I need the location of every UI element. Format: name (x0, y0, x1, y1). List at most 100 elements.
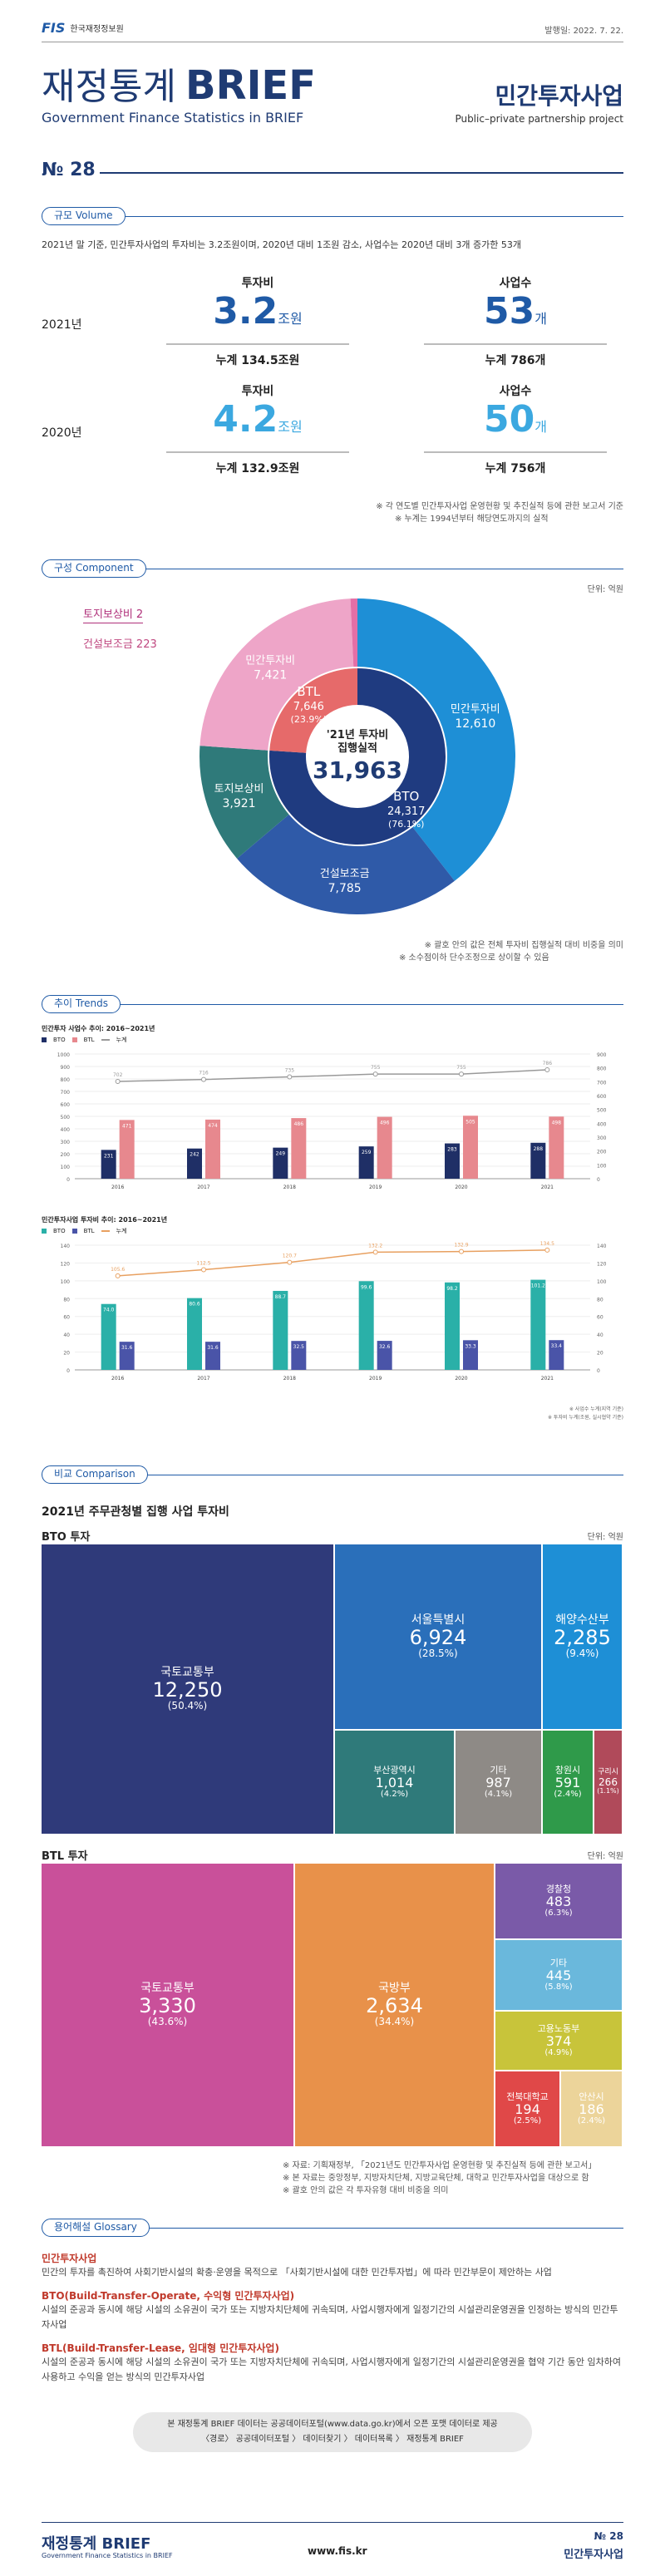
tile-pct: (34.4%) (374, 2016, 415, 2028)
tile-value: 186 (579, 2101, 604, 2117)
y-tick-right: 80 (597, 1297, 603, 1303)
tile-pct: (4.1%) (484, 1790, 513, 1800)
x-tick: 2017 (197, 1185, 209, 1190)
count-label: 사업수 (499, 277, 532, 290)
tile-value: 3,330 (139, 1993, 196, 2017)
legend-bto-swatch (42, 1037, 47, 1042)
cumulative-label: 716 (199, 1071, 209, 1076)
y-tick-left: 500 (61, 1115, 71, 1121)
comparison-note-2: ※ 본 자료는 중앙정부, 지방자치단체, 지방교육단체, 대학교 민간투자사업… (283, 2174, 589, 2183)
bar-bto (358, 1146, 374, 1179)
outer-slice-value: 7,421 (254, 669, 287, 682)
y-tick-left: 800 (61, 1077, 71, 1083)
y-tick-right: 40 (597, 1332, 603, 1338)
data-portal-box: 본 재정통계 BRIEF 데이터는 공공데이터포털(www.data.go.kr… (133, 2412, 532, 2452)
investment-divider (166, 343, 349, 345)
tile-name: 전북대학교 (506, 2091, 549, 2102)
org-logo: FIS 한국재정정보원 (42, 20, 124, 36)
tile-value: 591 (554, 1774, 581, 1790)
component-unit: 단위: 억원 (587, 585, 623, 594)
footer-issue: № 28 (594, 2530, 623, 2542)
tile-name: 국방부 (378, 1981, 411, 1995)
component-note-1: ※ 괄호 안의 값은 전체 투자비 집행실적 대비 비중을 의미 (424, 941, 623, 950)
bar-label: 505 (466, 1119, 475, 1125)
outer-slice (350, 598, 357, 667)
tile-pct: (2.4%) (554, 1790, 582, 1800)
bar-bto (530, 1142, 546, 1179)
tile-value: 445 (545, 1967, 572, 1983)
legend-btl-swatch (71, 1037, 77, 1042)
tile-value: 1,014 (375, 1774, 414, 1790)
legend-cum: 누계 (116, 1037, 127, 1043)
outer-slice-name: 민간투자비 (245, 655, 295, 667)
cumulative-point (459, 1071, 464, 1077)
tile-value: 2,285 (554, 1625, 611, 1649)
inner-slice-name: BTL (297, 684, 320, 699)
comparison-note-3: ※ 괄호 안의 값은 각 투자유형 대비 비중을 의미 (283, 2186, 449, 2195)
tile-pct: (1.1%) (597, 1787, 619, 1795)
tile-name: 국토교통부 (140, 1981, 195, 1995)
treemap-tile: 국방부 2,634 (34.4%) (295, 1864, 494, 2146)
cumulative-point (115, 1079, 121, 1084)
cumulative-point (544, 1067, 550, 1072)
footer-url[interactable]: www.fis.kr (308, 2545, 367, 2557)
treemap-tile: 구리시 266 (1.1%) (594, 1731, 622, 1834)
inner-slice-name: BTO (393, 789, 419, 804)
cumulative-point (459, 1249, 464, 1254)
inner-slice (269, 668, 446, 845)
bar-btl (463, 1116, 478, 1179)
cumulative-label: 105.6 (111, 1267, 125, 1273)
cumulative-label: 134.5 (540, 1241, 554, 1247)
glossary: 민간투자사업 민간의 투자를 촉진하여 사회기반시설의 확충·운영을 목적으로 … (42, 2251, 623, 2385)
x-tick: 2019 (369, 1185, 382, 1190)
callout-land-compensation: 토지보상비 2 (83, 605, 144, 623)
bar-label: 31.6 (207, 1345, 219, 1351)
cumulative-point (201, 1076, 206, 1082)
glossary-item: BTO(Build-Transfer-Operate, 수익형 민간투자사업) … (42, 2288, 623, 2332)
bar-bto (445, 1143, 460, 1179)
legend-btl: BTL (83, 1228, 95, 1234)
tile-value: 483 (545, 1893, 572, 1909)
tile-pct: (2.4%) (577, 2116, 606, 2126)
bar-btl (205, 1119, 220, 1179)
topic-title: 민간투자사업 (495, 82, 623, 110)
treemap-tile: 전북대학교 194 (2.5%) (495, 2071, 559, 2146)
treemap-tile: 경찰청 483 (6.3%) (495, 1864, 622, 1938)
bar-label: 471 (122, 1123, 132, 1129)
volume-section-label: 규모 Volume (42, 207, 126, 225)
investment-card: 투자비 3.2조원 누계 134.5조원 (166, 274, 349, 368)
treemap-tile: 해양수산부 2,285 (9.4%) (543, 1544, 622, 1729)
bar-btl (463, 1340, 478, 1370)
treemap-tile: 기타 987 (4.1%) (456, 1731, 541, 1834)
bar-label: 80.6 (189, 1302, 200, 1308)
year-label: 2020년 (42, 426, 82, 440)
y-tick-right: 600 (597, 1094, 607, 1100)
bar-label: 98.2 (446, 1286, 458, 1292)
year-label: 2021년 (42, 318, 82, 332)
count-number: 53 (484, 290, 535, 332)
treemap-tile: 안산시 186 (2.4%) (561, 2071, 622, 2146)
brand-title-en: BRIEF (185, 62, 316, 109)
outer-slice-name: 민간투자비 (451, 703, 500, 716)
org-name: 한국재정정보원 (70, 25, 124, 34)
bto-unit: 단위: 억원 (587, 1533, 623, 1542)
bar-bto (273, 1290, 288, 1370)
count-divider (424, 451, 607, 453)
count-cumulative: 누계 786개 (485, 354, 546, 367)
chart2-legend: BTO BTL 누계 (42, 1227, 126, 1235)
count-number: 50 (484, 398, 535, 441)
bar-label: 101.2 (531, 1283, 545, 1289)
publish-date: 발행일: 2022. 7. 22. (544, 27, 623, 36)
y-tick-left: 60 (63, 1315, 70, 1321)
bar-btl (549, 1116, 564, 1179)
bar-label: 249 (276, 1151, 286, 1157)
bar-label: 496 (380, 1121, 390, 1126)
bar-label: 31.6 (121, 1345, 133, 1351)
bar-btl (549, 1340, 564, 1370)
legend-btl: BTL (83, 1037, 95, 1043)
y-tick-right: 60 (597, 1315, 603, 1321)
y-tick-right: 500 (597, 1108, 607, 1114)
investment-chart: 0 20 40 60 80 100 120 140 0 20 40 60 80 100 120 140 74.0… (61, 1241, 607, 1382)
cumulative-point (115, 1273, 121, 1278)
bar-label: 32.5 (293, 1344, 305, 1350)
